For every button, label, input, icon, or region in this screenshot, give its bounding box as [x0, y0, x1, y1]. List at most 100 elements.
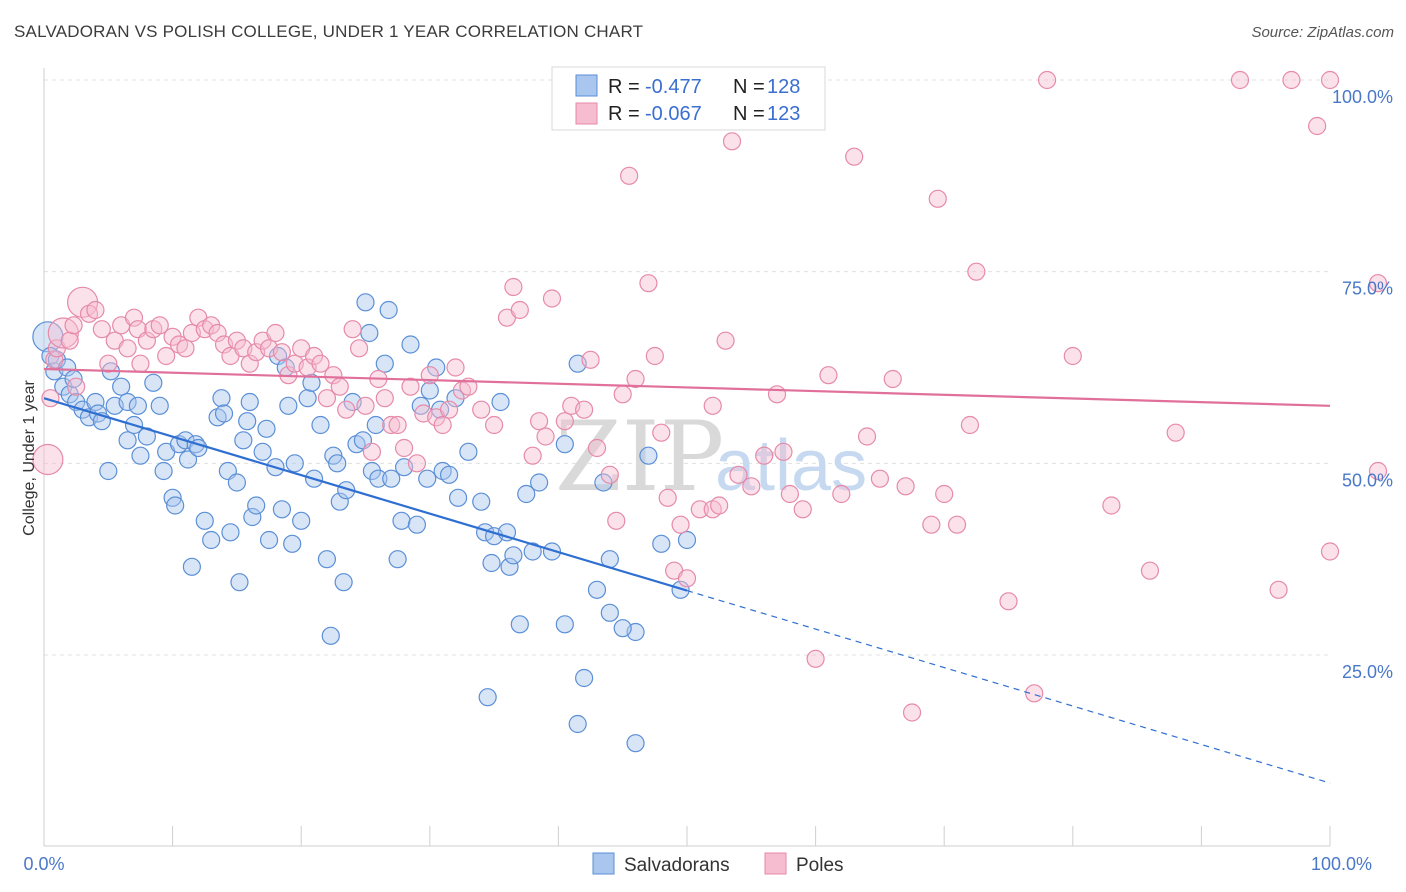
- trendlines: [43, 367, 1331, 784]
- y-tick-labels: 25.0% 50.0% 75.0% 100.0%: [1332, 87, 1393, 682]
- point-poles-57: [382, 415, 401, 435]
- point-poles-119: [928, 189, 947, 208]
- point-poles-109: [806, 649, 825, 668]
- point-salvadorans-101: [482, 553, 501, 573]
- point-poles-135: [1320, 542, 1340, 561]
- point-poles-121: [947, 515, 967, 534]
- point-salvadorans-25: [150, 396, 169, 415]
- y-tick-label-75: 75.0%: [1342, 279, 1393, 299]
- legend-n-value-poles: 123: [767, 103, 800, 125]
- point-poles-50: [337, 400, 356, 419]
- point-poles-71: [485, 415, 504, 435]
- point-poles-35: [240, 354, 259, 373]
- point-poles-100: [716, 331, 735, 350]
- point-salvadorans-108: [517, 484, 536, 504]
- point-poles-39: [266, 323, 285, 343]
- point-poles-117: [902, 703, 922, 722]
- point-poles-0: [32, 443, 64, 476]
- point-salvadorans-106: [504, 546, 523, 565]
- point-salvadorans-66: [321, 626, 340, 645]
- point-salvadorans-65: [317, 550, 337, 569]
- trendline-salvadorans-extension: [686, 590, 1331, 784]
- point-poles-11: [92, 320, 111, 339]
- point-salvadorans-64: [311, 415, 330, 435]
- point-salvadorans-96: [448, 488, 468, 507]
- legend-n-value-salvadorans: 128: [767, 76, 800, 98]
- point-poles-111: [832, 484, 851, 504]
- point-poles-75: [523, 446, 542, 465]
- point-salvadorans-61: [298, 389, 317, 408]
- point-poles-94: [671, 515, 690, 534]
- point-salvadorans-122: [652, 534, 671, 553]
- point-poles-118: [922, 515, 941, 534]
- point-salvadorans-76: [360, 323, 379, 343]
- point-poles-101: [722, 132, 742, 151]
- point-poles-18: [131, 354, 150, 373]
- point-salvadorans-111: [542, 542, 562, 561]
- point-salvadorans-57: [279, 396, 298, 415]
- point-poles-107: [780, 484, 799, 504]
- legend-r-label-poles: R =: [608, 103, 640, 125]
- point-poles-124: [999, 592, 1018, 611]
- point-salvadorans-69: [330, 492, 349, 511]
- point-poles-126: [1037, 70, 1057, 90]
- point-salvadorans-21: [128, 396, 147, 415]
- x-tick-label-max: 100.0%: [1311, 854, 1372, 874]
- point-poles-6: [64, 316, 83, 335]
- point-salvadorans-87: [407, 515, 427, 534]
- point-poles-53: [356, 396, 375, 415]
- point-salvadorans-42: [221, 523, 240, 542]
- point-poles-96: [690, 500, 709, 519]
- point-poles-123: [967, 262, 986, 281]
- point-salvadorans-39: [212, 389, 231, 408]
- point-salvadorans-75: [356, 293, 375, 312]
- point-salvadorans-46: [238, 412, 257, 431]
- point-salvadorans-80: [375, 354, 394, 373]
- point-salvadorans-115: [568, 714, 587, 734]
- point-poles-48: [324, 366, 343, 385]
- point-poles-22: [157, 346, 176, 366]
- point-poles-114: [870, 469, 890, 488]
- point-salvadorans-11: [86, 392, 105, 412]
- point-poles-87: [620, 166, 639, 185]
- x-tick-label-min: 0.0%: [23, 854, 64, 874]
- point-salvadorans-45: [234, 431, 253, 450]
- point-salvadorans-14: [99, 461, 118, 481]
- point-salvadorans-55: [272, 500, 292, 519]
- point-poles-76: [530, 412, 549, 431]
- point-salvadorans-79: [369, 469, 388, 488]
- point-salvadorans-49: [247, 496, 266, 515]
- point-poles-69: [459, 377, 478, 396]
- bottom-legend-swatch-salvadorans: [592, 852, 615, 875]
- point-poles-77: [536, 427, 555, 446]
- point-poles-81: [575, 400, 594, 419]
- point-poles-136: [1320, 70, 1340, 90]
- point-salvadorans-52: [259, 530, 279, 550]
- point-salvadorans-86: [401, 335, 420, 354]
- point-salvadorans-126: [600, 603, 619, 622]
- point-salvadorans-36: [195, 511, 214, 530]
- point-poles-88: [626, 369, 645, 389]
- point-poles-83: [587, 438, 607, 458]
- y-axis-title: College, Under 1 year: [21, 380, 38, 536]
- point-poles-59: [394, 438, 414, 458]
- point-poles-30: [208, 323, 227, 343]
- point-poles-16: [124, 308, 144, 327]
- point-poles-138: [1368, 461, 1388, 481]
- legend-r-label-salvadorans: R =: [608, 76, 640, 98]
- point-poles-97: [703, 396, 722, 415]
- point-salvadorans-48: [243, 507, 262, 527]
- point-salvadorans-17: [112, 377, 131, 396]
- bottom-legend-swatch-poles: [764, 852, 787, 875]
- point-salvadorans-123: [671, 580, 690, 599]
- point-salvadorans-100: [478, 688, 497, 707]
- point-salvadorans-78: [366, 415, 385, 435]
- point-poles-79: [555, 412, 574, 431]
- point-poles-15: [118, 339, 137, 358]
- point-salvadorans-32: [178, 450, 198, 469]
- point-poles-95: [677, 569, 697, 588]
- point-poles-19: [137, 331, 156, 350]
- point-salvadorans-47: [240, 392, 259, 412]
- point-poles-25: [176, 339, 195, 358]
- point-salvadorans-50: [253, 442, 272, 461]
